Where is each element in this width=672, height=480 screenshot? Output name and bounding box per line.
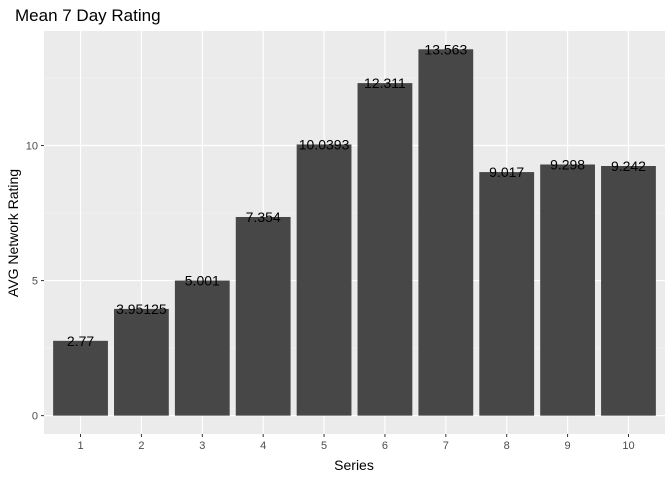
x-tick-label: 10	[622, 440, 634, 452]
data-label-series-2: 3.95125	[116, 301, 167, 317]
data-label-series-6: 12.311	[364, 75, 406, 91]
data-label-series-1: 2.77	[67, 333, 94, 349]
bar-series-2	[114, 308, 169, 416]
bar-series-7	[418, 49, 474, 416]
bar-series-1	[53, 340, 108, 416]
x-tick-label: 1	[77, 440, 83, 452]
x-tick-label: 8	[504, 440, 510, 452]
data-label-series-7: 13.563	[424, 41, 467, 57]
bar-series-4	[235, 216, 291, 416]
bar-series-3	[174, 280, 230, 416]
x-tick-label: 6	[382, 440, 388, 452]
bar-series-9	[540, 164, 595, 416]
data-label-series-3: 5.001	[185, 273, 220, 289]
bar-series-5	[296, 144, 352, 416]
y-axis: 0 5 10	[26, 141, 44, 423]
data-label-series-4: 7.354	[246, 209, 281, 225]
x-axis: 1 2 3 4 5 6 7 8 9 10	[77, 434, 635, 452]
chart-title: Mean 7 Day Rating	[15, 6, 161, 25]
data-label-series-9: 9.298	[550, 156, 585, 172]
x-tick-label: 7	[443, 440, 449, 452]
data-label-series-8: 9.017	[489, 164, 524, 180]
x-tick-label: 5	[321, 440, 327, 452]
x-tick-label: 3	[199, 440, 205, 452]
x-tick-label: 9	[565, 440, 571, 452]
data-label-series-5: 10.0393	[299, 136, 350, 152]
x-tick-label: 2	[138, 440, 144, 452]
y-tick-label: 10	[26, 141, 38, 153]
bars	[53, 49, 656, 416]
bar-series-6	[357, 83, 413, 416]
y-tick-label: 0	[32, 411, 38, 423]
bar-series-10	[601, 165, 656, 416]
data-labels: 2.77 3.95125 5.001 7.354 10.0393 12.311 13.563…	[67, 41, 646, 349]
data-label-series-10: 9.242	[611, 158, 646, 174]
y-tick-label: 5	[32, 276, 38, 288]
x-tick-label: 4	[260, 440, 266, 452]
x-axis-title: Series	[334, 457, 374, 473]
bar-series-8	[479, 172, 535, 416]
y-axis-title: AVG Network Rating	[5, 169, 21, 297]
